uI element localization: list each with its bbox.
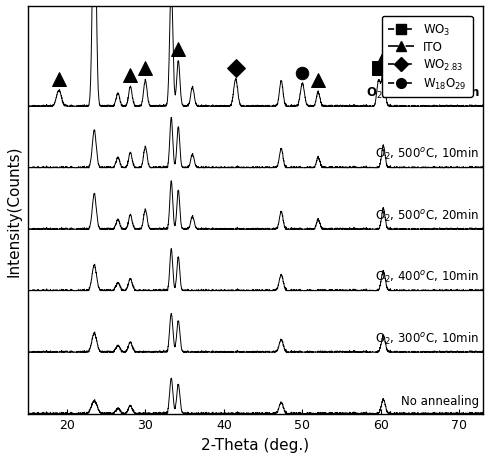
Text: O$_2$, 500$^o$C, 10min: O$_2$, 500$^o$C, 10min: [375, 146, 479, 162]
Text: O$_2$, 300$^o$C, 10min: O$_2$, 300$^o$C, 10min: [375, 330, 479, 346]
Legend: WO$_3$, ITO, WO$_{2.83}$, W$_{18}$O$_{29}$: WO$_3$, ITO, WO$_{2.83}$, W$_{18}$O$_{29…: [382, 17, 472, 97]
Text: O$_2$, 400$^o$C, 10min: O$_2$, 400$^o$C, 10min: [375, 269, 479, 285]
Y-axis label: Intensity(Counts): Intensity(Counts): [7, 145, 22, 276]
Text: No annealing: No annealing: [401, 394, 479, 407]
Text: O$_2$, 500$^o$C, 40min: O$_2$, 500$^o$C, 40min: [366, 84, 479, 101]
Text: O$_2$, 500$^o$C, 20min: O$_2$, 500$^o$C, 20min: [375, 207, 479, 223]
X-axis label: 2-Theta (deg.): 2-Theta (deg.): [201, 437, 309, 452]
